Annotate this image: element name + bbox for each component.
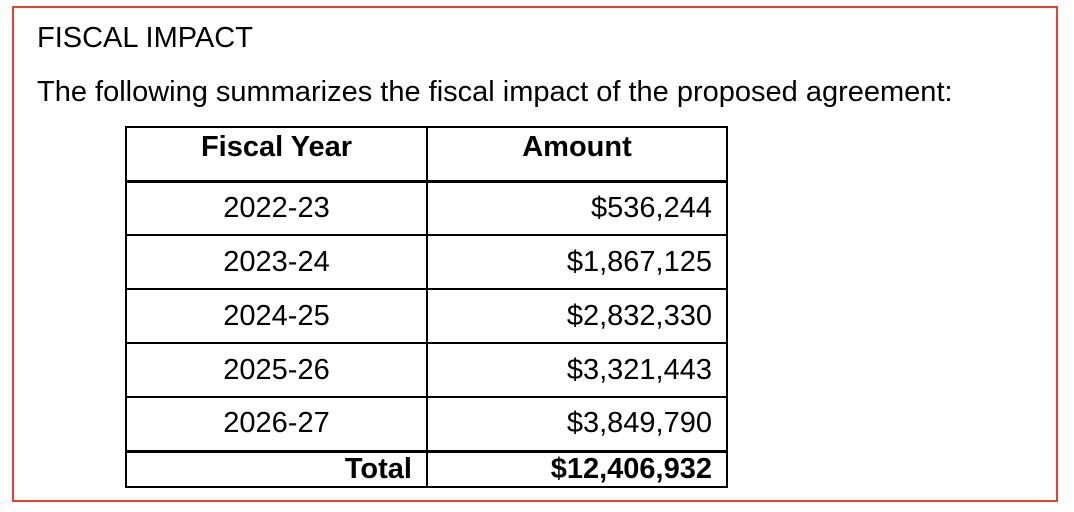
header-fiscal-year: Fiscal Year xyxy=(125,126,428,183)
amount-cell: $2,832,330 xyxy=(426,288,728,344)
amount-cell: $3,849,790 xyxy=(426,396,728,452)
fiscal-year-cell: 2025-26 xyxy=(125,342,428,398)
table-header-row: Fiscal Year Amount xyxy=(125,126,728,183)
table-row: 2022-23 $536,244 xyxy=(125,180,728,236)
amount-cell: $3,321,443 xyxy=(426,342,728,398)
fiscal-impact-table: Fiscal Year Amount 2022-23 $536,244 2023… xyxy=(125,126,728,488)
section-heading: FISCAL IMPACT xyxy=(37,22,253,54)
table-row: 2023-24 $1,867,125 xyxy=(125,234,728,290)
fiscal-year-cell: 2023-24 xyxy=(125,234,428,290)
fiscal-year-cell: 2022-23 xyxy=(125,180,428,236)
amount-cell: $536,244 xyxy=(426,180,728,236)
fiscal-year-cell: 2024-25 xyxy=(125,288,428,344)
fiscal-year-cell: 2026-27 xyxy=(125,396,428,452)
table-row: 2024-25 $2,832,330 xyxy=(125,288,728,344)
intro-text: The following summarizes the fiscal impa… xyxy=(37,76,953,108)
amount-cell: $1,867,125 xyxy=(426,234,728,290)
total-row: Total $12,406,932 xyxy=(125,449,728,488)
total-amount: $12,406,932 xyxy=(426,449,728,488)
total-label: Total xyxy=(125,449,428,488)
fiscal-impact-frame xyxy=(12,6,1058,502)
table-row: 2026-27 $3,849,790 xyxy=(125,396,728,452)
header-amount: Amount xyxy=(426,126,728,183)
table-row: 2025-26 $3,321,443 xyxy=(125,342,728,398)
